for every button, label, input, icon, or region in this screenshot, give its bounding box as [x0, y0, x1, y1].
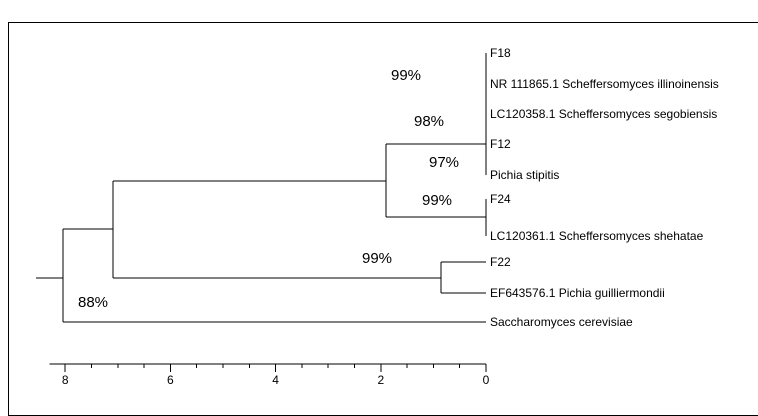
tip-label-f22: F22 — [490, 255, 511, 269]
support-values: 99% 98% 97% 99% 99% 88% — [78, 67, 459, 311]
tip-label-f24: F24 — [490, 192, 511, 206]
tick-label-2: 2 — [377, 373, 384, 387]
tick-label-6: 6 — [167, 373, 174, 387]
tip-label-nr111865: NR 111865.1 Scheffersomyces illinoinensi… — [490, 77, 719, 91]
support-value-stipitis-clade: 97% — [429, 154, 459, 171]
tip-label-lc120361: LC120361.1 Scheffersomyces shehatae — [490, 229, 704, 243]
support-value-segobiensis-clade: 98% — [414, 113, 444, 130]
tick-label-0: 0 — [483, 373, 490, 387]
tree-branches — [36, 53, 486, 322]
tip-label-saccharomyces: Saccharomyces cerevisiae — [490, 315, 633, 329]
support-value-guilliermondii-clade: 99% — [362, 250, 392, 267]
tick-label-4: 4 — [272, 373, 279, 387]
support-value-ingroup-clade: 88% — [78, 294, 108, 311]
support-value-illinoinensis-clade: 99% — [391, 67, 421, 84]
tip-label-ef643576: EF643576.1 Pichia guilliermondii — [490, 286, 665, 300]
tip-labels: F18 NR 111865.1 Scheffersomyces illinoine… — [490, 46, 719, 329]
tick-label-8: 8 — [62, 373, 69, 387]
tip-label-lc120358: LC120358.1 Scheffersomyces segobiensis — [490, 107, 717, 121]
tip-label-pichia-stipitis: Pichia stipitis — [490, 168, 559, 182]
tip-label-f12: F12 — [490, 137, 511, 151]
tip-label-f18: F18 — [490, 46, 511, 60]
support-value-shehatae-clade: 99% — [422, 192, 452, 209]
scale-axis: 8 6 4 2 0 — [49, 364, 489, 387]
